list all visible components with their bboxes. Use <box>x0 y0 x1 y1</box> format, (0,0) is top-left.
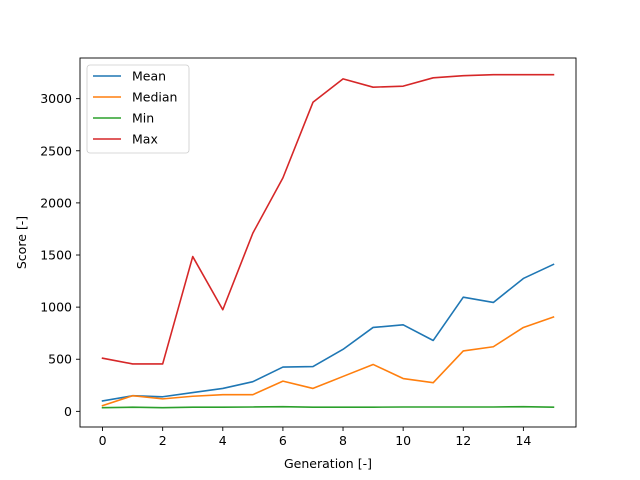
legend-label-min: Min <box>132 111 154 126</box>
y-tick-label: 0 <box>64 404 72 419</box>
legend-box <box>86 64 190 154</box>
series-layer <box>101 73 555 409</box>
x-tick-label: 14 <box>515 433 531 448</box>
x-tick-label: 2 <box>159 433 167 448</box>
plot-frame <box>79 57 577 428</box>
x-tick-label: 10 <box>395 433 411 448</box>
y-tick-label: 500 <box>48 352 72 367</box>
y-axis: 0 500 1000 1500 2000 2500 3000 <box>40 91 80 419</box>
legend: Mean Median Min Max <box>86 64 190 154</box>
y-tick-label: 2500 <box>40 143 72 158</box>
legend-label-median: Median <box>132 90 177 105</box>
y-tick-label: 1500 <box>40 248 72 263</box>
series-line-mean <box>101 263 555 402</box>
legend-label-mean: Mean <box>132 69 166 84</box>
legend-label-max: Max <box>132 132 158 147</box>
y-tick-label: 3000 <box>40 91 72 106</box>
x-tick-label: 12 <box>455 433 471 448</box>
x-axis-label: Generation [-] <box>284 456 372 471</box>
y-tick-label: 2000 <box>40 195 72 210</box>
series-line-max <box>101 73 555 365</box>
x-axis: 0 2 4 6 8 10 12 14 <box>99 427 531 448</box>
y-tick-label: 1000 <box>40 300 72 315</box>
series-line-min <box>101 405 555 409</box>
x-tick-label: 8 <box>339 433 347 448</box>
x-tick-label: 0 <box>99 433 107 448</box>
y-axis-label: Score [-] <box>14 216 29 269</box>
x-tick-label: 4 <box>219 433 227 448</box>
x-tick-label: 6 <box>279 433 287 448</box>
series-line-median <box>101 316 555 407</box>
